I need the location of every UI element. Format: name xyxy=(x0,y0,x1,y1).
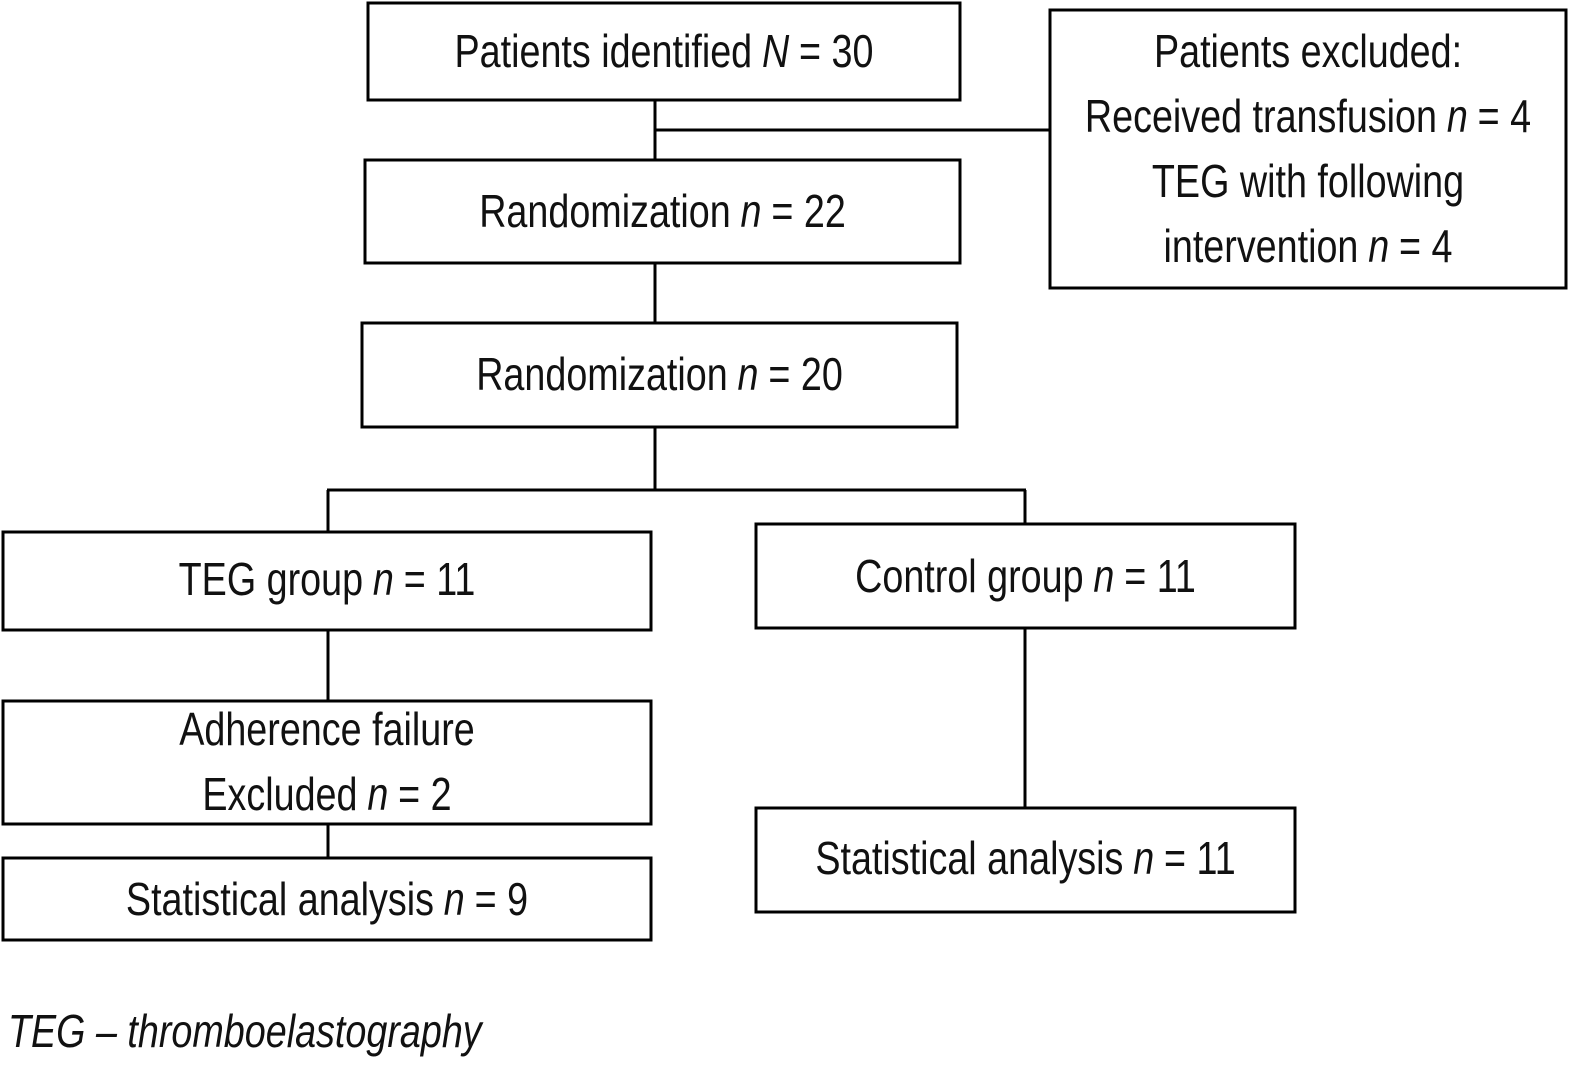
label-text: Excluded xyxy=(202,769,357,820)
node-label: Randomization n = 20 xyxy=(476,349,843,400)
node-label: TEG group n = 11 xyxy=(179,554,476,605)
label-variable: n xyxy=(1093,551,1114,602)
node-label: Control group n = 11 xyxy=(855,551,1196,602)
label-text: Randomization xyxy=(476,349,728,400)
node-label: TEG with following xyxy=(1152,156,1464,207)
node-label: intervention n = 4 xyxy=(1163,221,1452,272)
label-text: TEG group xyxy=(179,554,363,605)
label-variable: N xyxy=(762,26,790,77)
label-text: Statistical analysis xyxy=(126,874,434,925)
label-text: Received transfusion xyxy=(1085,91,1437,142)
node-label: Patients identified N = 30 xyxy=(454,26,873,77)
label-text: Patients identified xyxy=(454,26,752,77)
label-variable: n xyxy=(1133,833,1154,884)
connectors xyxy=(326,100,1050,858)
node: Patients excluded:Received transfusion n =… xyxy=(1048,8,1568,290)
footnote: TEG – thromboelastography xyxy=(8,1006,484,1057)
node: Patients identified N = 30 xyxy=(366,1,962,102)
label-text: Control group xyxy=(855,551,1083,602)
label-value: = 9 xyxy=(475,874,528,925)
label-value: = 11 xyxy=(1124,551,1196,602)
label-text: Statistical analysis xyxy=(815,833,1123,884)
label-value: = 20 xyxy=(768,349,842,400)
node-label: Statistical analysis n = 11 xyxy=(815,833,1235,884)
label-value: = 2 xyxy=(398,769,451,820)
node-label: Excluded n = 2 xyxy=(202,769,451,820)
label-value: = 4 xyxy=(1478,91,1531,142)
node: TEG group n = 11 xyxy=(1,530,653,632)
node-box xyxy=(1048,8,1568,290)
node-label: Patients excluded: xyxy=(1154,26,1462,77)
node-box xyxy=(1,699,653,826)
label-value: = 11 xyxy=(404,554,476,605)
node-label: Adherence failure xyxy=(179,704,475,755)
label-variable: n xyxy=(444,874,465,925)
node-label: Randomization n = 22 xyxy=(479,186,846,237)
node: Control group n = 11 xyxy=(754,522,1297,630)
node-box xyxy=(1,530,653,632)
node: Statistical analysis n = 11 xyxy=(754,806,1297,914)
node-box xyxy=(366,1,962,102)
label-text: intervention xyxy=(1163,221,1358,272)
label-value: = 22 xyxy=(771,186,845,237)
node-box xyxy=(754,806,1297,914)
node-box xyxy=(1,856,653,942)
node-label: Statistical analysis n = 9 xyxy=(126,874,528,925)
label-text: Patients excluded: xyxy=(1154,26,1462,77)
label-value: = 11 xyxy=(1164,833,1236,884)
boxes: Patients identified N = 30 Patients exclude… xyxy=(1,1,1568,942)
label-variable: n xyxy=(741,186,762,237)
label-value: = 30 xyxy=(799,26,873,77)
label-text: Randomization xyxy=(479,186,731,237)
label-text: Adherence failure xyxy=(179,704,475,755)
label-value: = 4 xyxy=(1399,221,1452,272)
node: Randomization n = 20 xyxy=(360,321,959,429)
node-box xyxy=(363,158,962,265)
node-box xyxy=(754,522,1297,630)
node: Randomization n = 22 xyxy=(363,158,962,265)
label-text: TEG with following xyxy=(1152,156,1464,207)
node-label: Received transfusion n = 4 xyxy=(1085,91,1531,142)
label-variable: n xyxy=(373,554,394,605)
node: Adherence failure Excluded n = 2 xyxy=(1,699,653,826)
label-variable: n xyxy=(738,349,759,400)
node-box xyxy=(360,321,959,429)
label-variable: n xyxy=(1447,91,1468,142)
label-variable: n xyxy=(1368,221,1389,272)
label-variable: n xyxy=(367,769,388,820)
node: Statistical analysis n = 9 xyxy=(1,856,653,942)
